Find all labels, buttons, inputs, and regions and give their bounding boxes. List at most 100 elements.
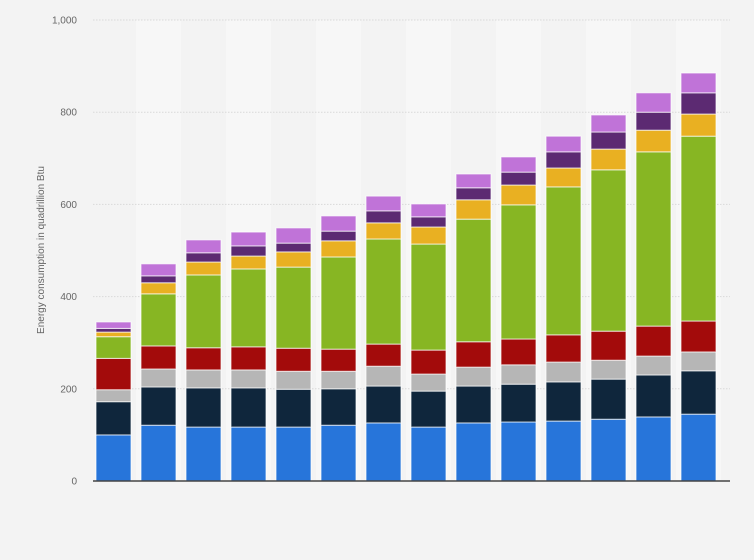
bar-segment-series-4[interactable]	[140, 345, 177, 370]
bar-segment-series-6[interactable]	[230, 255, 267, 270]
bar-segment-series-3[interactable]	[545, 361, 582, 383]
bar-segment-series-7[interactable]	[320, 230, 357, 242]
bar-segment-series-1[interactable]	[365, 422, 402, 482]
bar-segment-series-8[interactable]	[185, 239, 222, 254]
bar-segment-series-5[interactable]	[365, 238, 402, 345]
bar-segment-series-5[interactable]	[95, 336, 132, 359]
bar-segment-series-4[interactable]	[590, 330, 627, 361]
bar-segment-series-5[interactable]	[185, 274, 222, 349]
bar-segment-series-3[interactable]	[455, 366, 492, 387]
bar-segment-series-7[interactable]	[185, 252, 222, 263]
bar-segment-series-4[interactable]	[320, 348, 357, 372]
bar-segment-series-5[interactable]	[275, 266, 312, 349]
bar-segment-series-7[interactable]	[140, 275, 177, 284]
bar-segment-series-8[interactable]	[95, 321, 132, 329]
bar-segment-series-6[interactable]	[320, 240, 357, 258]
bar-segment-series-6[interactable]	[590, 148, 627, 171]
bar-segment-series-4[interactable]	[455, 341, 492, 368]
bar-segment-series-7[interactable]	[275, 242, 312, 253]
bar-segment-series-4[interactable]	[500, 338, 537, 366]
bar-segment-series-5[interactable]	[410, 243, 447, 351]
bar-segment-series-1[interactable]	[500, 421, 537, 482]
bar-segment-series-3[interactable]	[230, 369, 267, 389]
bar-segment-series-5[interactable]	[455, 218, 492, 343]
bar-segment-series-7[interactable]	[590, 131, 627, 150]
bar-segment-series-2[interactable]	[230, 387, 267, 428]
bar-segment-series-1[interactable]	[635, 416, 672, 482]
bar-segment-series-5[interactable]	[635, 151, 672, 327]
bar-segment-series-1[interactable]	[185, 426, 222, 482]
bar-segment-series-3[interactable]	[95, 389, 132, 403]
bar-segment-series-2[interactable]	[95, 401, 132, 436]
bar-segment-series-4[interactable]	[680, 320, 717, 353]
bar-segment-series-1[interactable]	[320, 424, 357, 482]
bar-segment-series-2[interactable]	[635, 374, 672, 418]
bar-segment-series-2[interactable]	[185, 387, 222, 428]
bar-segment-series-3[interactable]	[680, 351, 717, 372]
bar-segment-series-1[interactable]	[140, 424, 177, 482]
bar-segment-series-3[interactable]	[365, 365, 402, 387]
bar-segment-series-6[interactable]	[635, 129, 672, 153]
bar-segment-series-5[interactable]	[230, 268, 267, 348]
bar-segment-series-1[interactable]	[275, 426, 312, 482]
bar-segment-series-8[interactable]	[545, 135, 582, 153]
bar-segment-series-7[interactable]	[500, 171, 537, 186]
bar-segment-series-1[interactable]	[680, 413, 717, 482]
bar-segment-series-3[interactable]	[500, 364, 537, 385]
bar-segment-series-8[interactable]	[455, 173, 492, 189]
bar-segment-series-5[interactable]	[545, 186, 582, 336]
bar-segment-series-2[interactable]	[680, 370, 717, 415]
bar-segment-series-7[interactable]	[455, 187, 492, 201]
bar-segment-series-5[interactable]	[500, 204, 537, 340]
bar-segment-series-8[interactable]	[680, 72, 717, 94]
bar-segment-series-6[interactable]	[95, 331, 132, 338]
bar-segment-series-5[interactable]	[140, 293, 177, 347]
bar-segment-series-4[interactable]	[365, 343, 402, 367]
bar-segment-series-2[interactable]	[545, 381, 582, 422]
bar-segment-series-4[interactable]	[635, 325, 672, 357]
bar-segment-series-8[interactable]	[500, 156, 537, 173]
bar-segment-series-4[interactable]	[275, 347, 312, 372]
bar-segment-series-7[interactable]	[680, 92, 717, 115]
bar-segment-series-1[interactable]	[230, 426, 267, 482]
bar-segment-series-2[interactable]	[365, 385, 402, 424]
bar-segment-series-8[interactable]	[410, 203, 447, 218]
bar-segment-series-5[interactable]	[590, 169, 627, 332]
bar-segment-series-4[interactable]	[410, 349, 447, 375]
bar-segment-series-1[interactable]	[455, 422, 492, 482]
bar-segment-series-6[interactable]	[140, 282, 177, 295]
bar-segment-series-1[interactable]	[545, 420, 582, 482]
bar-segment-series-2[interactable]	[275, 388, 312, 428]
bar-segment-series-4[interactable]	[545, 334, 582, 363]
bar-segment-series-6[interactable]	[680, 113, 717, 137]
bar-segment-series-3[interactable]	[410, 373, 447, 392]
bar-segment-series-6[interactable]	[275, 251, 312, 268]
bar-segment-series-7[interactable]	[230, 245, 267, 257]
bar-segment-series-3[interactable]	[635, 355, 672, 376]
bar-segment-series-8[interactable]	[590, 114, 627, 133]
bar-segment-series-6[interactable]	[545, 167, 582, 188]
bar-segment-series-2[interactable]	[455, 385, 492, 424]
bar-segment-series-7[interactable]	[410, 216, 447, 228]
bar-segment-series-3[interactable]	[275, 370, 312, 390]
bar-segment-series-7[interactable]	[635, 111, 672, 131]
bar-segment-series-7[interactable]	[545, 151, 582, 169]
bar-segment-series-6[interactable]	[365, 222, 402, 240]
bar-segment-series-8[interactable]	[635, 92, 672, 113]
bar-segment-series-8[interactable]	[140, 263, 177, 277]
bar-segment-series-8[interactable]	[230, 231, 267, 247]
bar-segment-series-3[interactable]	[590, 359, 627, 380]
bar-segment-series-2[interactable]	[140, 386, 177, 426]
bar-segment-series-1[interactable]	[590, 418, 627, 482]
bar-segment-series-3[interactable]	[185, 369, 222, 389]
bar-segment-series-1[interactable]	[95, 434, 132, 482]
bar-segment-series-1[interactable]	[410, 426, 447, 482]
bar-segment-series-8[interactable]	[275, 227, 312, 244]
bar-segment-series-6[interactable]	[410, 226, 447, 245]
bar-segment-series-2[interactable]	[590, 378, 627, 420]
bar-segment-series-3[interactable]	[140, 368, 177, 388]
bar-segment-series-4[interactable]	[95, 357, 132, 391]
bar-segment-series-2[interactable]	[410, 390, 447, 428]
bar-segment-series-2[interactable]	[500, 383, 537, 423]
bar-segment-series-4[interactable]	[185, 347, 222, 371]
